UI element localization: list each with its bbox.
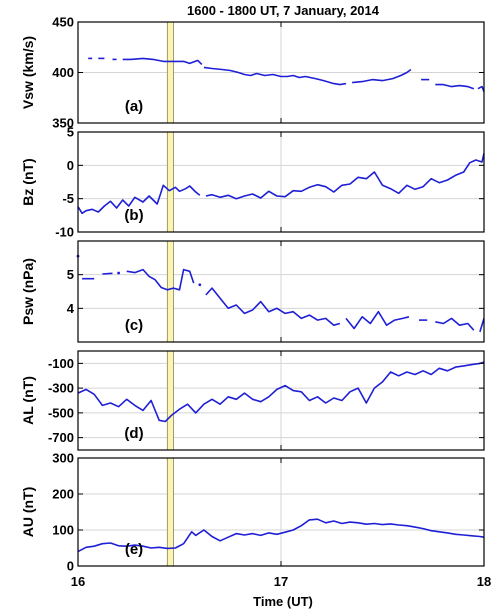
y-axis-title: Vsw (km/s) [20, 36, 36, 109]
y-axis-title: AU (nT) [20, 487, 36, 538]
y-tick-label: 5 [67, 125, 74, 140]
panel-4: -700 -500 -300 -100 AL (nT) (d) [20, 350, 485, 451]
panel-1: 350 400 450 Vsw (km/s) (a) [20, 15, 485, 131]
panel-label: (e) [125, 541, 143, 558]
highlight-band [166, 240, 174, 343]
y-tick-label: 300 [52, 451, 74, 466]
series-line [77, 361, 485, 423]
panel-3: 4 5 Psw (nPa) (c) [20, 240, 485, 343]
y-tick-label: 4 [67, 301, 75, 316]
series-line [77, 184, 201, 215]
x-axis-title: Time (UT) [253, 594, 313, 609]
y-tick-label: 100 [52, 523, 74, 538]
panel-2: -10 -5 0 5 Bz (nT) (b) [20, 125, 485, 240]
highlight-band [166, 131, 174, 233]
series-line [77, 518, 485, 553]
panel-label: (b) [124, 207, 143, 224]
panel-label: (a) [125, 98, 143, 115]
y-tick-label: 400 [52, 65, 74, 80]
highlight-band [166, 457, 174, 567]
x-tick-label: 17 [274, 574, 288, 589]
series-line [205, 287, 341, 327]
y-axis-title: Bz (nT) [20, 158, 36, 205]
y-axis-title: AL (nT) [20, 376, 36, 425]
data-point [198, 283, 202, 287]
series-line [203, 66, 347, 86]
x-tick-label: 18 [477, 574, 491, 589]
y-tick-label: 200 [52, 487, 74, 502]
y-tick-label: -700 [48, 430, 74, 445]
panel-label: (d) [124, 425, 143, 442]
series-line [352, 68, 412, 84]
data-point [117, 271, 120, 275]
series-line [435, 83, 475, 90]
y-tick-label: -10 [55, 225, 74, 240]
y-tick-label: 350 [52, 116, 74, 131]
series-line [479, 318, 485, 333]
highlight-band [166, 350, 174, 451]
y-axis-title: Psw (nPa) [20, 258, 36, 325]
x-tick-label: 16 [71, 574, 85, 589]
highlight-band [166, 21, 174, 124]
series-line [345, 310, 410, 330]
y-tick-label: 0 [67, 158, 74, 173]
y-tick-label: 5 [67, 267, 74, 282]
figure-title: 1600 - 1800 UT, 7 January, 2014 [187, 3, 380, 18]
series-line [102, 272, 113, 275]
series-line [205, 153, 485, 200]
y-tick-label: -500 [48, 405, 74, 420]
series-line [477, 85, 485, 92]
y-tick-label: 0 [67, 559, 74, 574]
series-line [126, 268, 195, 291]
y-tick-label: -300 [48, 381, 74, 396]
panel-5: 0 100 200 300 AU (nT) (e) [20, 451, 485, 574]
y-tick-label: -5 [62, 191, 74, 206]
series-line [435, 317, 475, 331]
series-line [122, 57, 203, 65]
y-tick-label: 450 [52, 15, 74, 30]
y-tick-label: -100 [48, 356, 74, 371]
panel-label: (c) [125, 317, 143, 334]
